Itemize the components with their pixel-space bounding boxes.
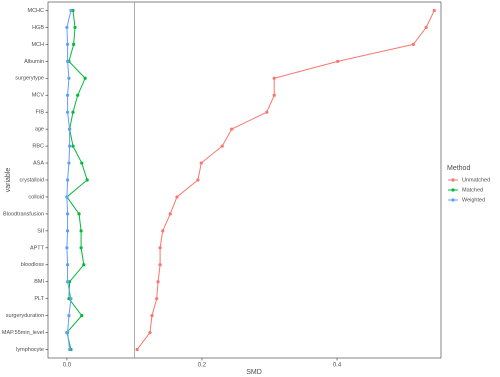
legend-label: Matched [462, 187, 483, 193]
point [158, 246, 162, 250]
point [265, 110, 269, 114]
point [230, 127, 234, 131]
point [220, 144, 224, 148]
y-tick-label: MCV [32, 93, 45, 99]
point [72, 42, 76, 46]
y-tick-label: PLT [34, 296, 44, 302]
point [175, 195, 179, 199]
point [65, 93, 70, 97]
point [73, 25, 77, 30]
point [148, 330, 152, 335]
point [65, 59, 70, 63]
point [67, 314, 71, 318]
point [65, 25, 69, 30]
point [65, 178, 70, 182]
point [158, 263, 162, 267]
point [65, 229, 70, 233]
y-axis-title: variable [5, 168, 12, 193]
y-tick-label: FIB [35, 110, 44, 116]
point [168, 212, 172, 216]
point [79, 229, 83, 233]
point [424, 25, 428, 30]
legend-key-point [451, 198, 455, 202]
x-tick-label: 0.2 [198, 363, 207, 369]
y-tick-label: MCHC [28, 8, 45, 14]
legend-key-point [451, 188, 455, 192]
point [69, 297, 73, 301]
point [336, 59, 340, 63]
x-tick-label: 0.4 [333, 363, 342, 369]
point [161, 229, 165, 233]
point [77, 212, 81, 216]
legend-label: Unmatched [462, 177, 490, 183]
point [156, 280, 160, 284]
point [67, 76, 71, 80]
point [199, 161, 203, 165]
y-tick-label: ASA [33, 161, 44, 167]
point [69, 8, 73, 13]
legend-title: Method [447, 165, 470, 172]
point [67, 161, 71, 165]
x-tick-label: 0.0 [63, 363, 72, 369]
x-axis-title: SMD [246, 369, 262, 376]
point [68, 144, 72, 148]
y-tick-label: SII [37, 228, 44, 234]
point [65, 246, 69, 250]
point [272, 76, 276, 80]
point [80, 161, 84, 165]
y-tick-label: crystalloid [20, 177, 44, 183]
point [65, 263, 70, 267]
y-tick-label: MAP.55min_level [2, 330, 44, 336]
point [196, 178, 200, 182]
point [65, 280, 70, 284]
point [85, 178, 89, 182]
legend-key-point [451, 178, 455, 182]
y-tick-label: bloodloss [21, 262, 44, 268]
y-tick-label: MCH [31, 42, 44, 48]
point [65, 195, 69, 199]
legend-label: Weighted [462, 197, 485, 203]
point [82, 263, 86, 267]
point [272, 93, 276, 97]
y-tick-label: BMI [34, 279, 44, 285]
y-tick-label: colloid [28, 194, 44, 200]
point [65, 42, 70, 46]
point [150, 314, 154, 318]
point [71, 110, 75, 114]
point [65, 110, 70, 114]
y-tick-label: age [35, 127, 44, 133]
point [135, 347, 139, 352]
y-tick-label: Albumin [24, 59, 44, 65]
point [411, 42, 415, 46]
panel [47, 1, 442, 359]
point [71, 144, 75, 148]
point [76, 93, 80, 97]
y-tick-label: surgerytype [15, 76, 44, 82]
point [65, 330, 70, 335]
y-tick-label: surgeryduration [6, 313, 44, 319]
point [68, 127, 72, 131]
point [68, 347, 72, 352]
y-tick-label: Bloodtransfusion [3, 211, 44, 217]
y-tick-label: APTT [30, 245, 45, 251]
point [79, 246, 83, 250]
point [65, 212, 70, 216]
point [83, 76, 87, 80]
y-tick-label: HGB [32, 25, 44, 31]
point [155, 297, 159, 301]
y-tick-label: RBC [32, 144, 44, 150]
y-tick-label: lymphocyte [16, 347, 44, 353]
point [432, 8, 436, 13]
point [80, 314, 84, 318]
